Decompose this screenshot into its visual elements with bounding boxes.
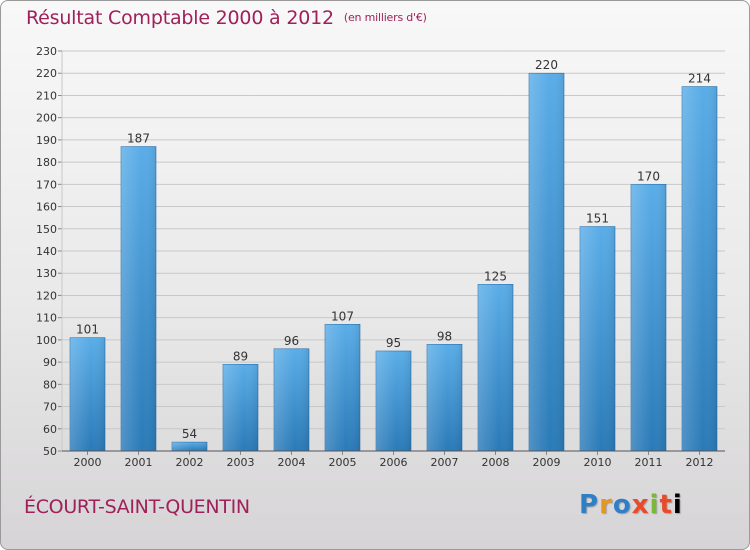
x-tick-label: 2003 [227,456,255,469]
y-tick-label: 190 [36,134,57,147]
y-tick-label: 120 [36,289,57,302]
y-tick-label: 50 [43,445,57,458]
bar-shine [172,442,207,451]
value-label: 89 [233,349,248,363]
chart-title: Résultat Comptable 2000 à 2012 (en millie… [26,7,427,29]
value-label: 96 [284,334,299,348]
x-axis-ticks: 2000 2001 2002 2003 2004 2005 2006 2007 2008 2009… [74,451,714,469]
value-labels: 101 187 54 89 96 107 95 98 125 220 151 170 214 [76,58,711,441]
value-label: 214 [688,72,711,86]
y-tick-label: 160 [36,201,57,214]
y-tick-label: 170 [36,178,57,191]
value-label: 95 [386,336,401,350]
bar-shine [478,284,513,451]
value-label: 98 [437,329,452,343]
bar-shine [121,146,156,452]
bar-shine [325,324,360,451]
y-tick-label: 210 [36,89,57,102]
x-tick-label: 2006 [380,456,408,469]
x-tick-label: 2008 [482,456,510,469]
x-tick-label: 2001 [125,456,153,469]
x-tick-label: 2005 [329,456,357,469]
bar-shine [529,73,564,451]
x-tick-label: 2009 [533,456,561,469]
value-label: 101 [76,323,99,337]
x-tick-label: 2011 [635,456,663,469]
y-axis-ticks: 50 60 70 80 90 100 110 120 130 140 150 160 170 180 190… [36,45,63,458]
x-tick-label: 2000 [74,456,102,469]
y-tick-label: 230 [36,45,57,58]
x-tick-label: 2012 [686,456,714,469]
value-label: 125 [484,269,507,283]
bar-shine [580,226,615,451]
x-tick-label: 2007 [431,456,459,469]
y-tick-label: 60 [43,423,57,436]
bar-shine [376,351,411,451]
city-name: ÉCOURT-SAINT-QUENTIN [24,496,250,518]
value-label: 54 [182,427,197,441]
y-tick-label: 180 [36,156,57,169]
bar-shine [223,364,258,451]
value-label: 107 [331,309,354,323]
y-tick-label: 200 [36,112,57,125]
y-tick-label: 70 [43,401,57,414]
y-tick-label: 220 [36,67,57,80]
chart-title-text: Résultat Comptable 2000 à 2012 [26,7,334,29]
bar-shine [631,184,666,452]
value-label: 151 [586,212,609,226]
bar-shine [682,86,717,452]
value-label: 187 [127,132,150,146]
bar-shine [427,344,462,451]
bar-shine [70,337,105,451]
y-tick-label: 130 [36,267,57,280]
bars [69,72,718,452]
y-tick-label: 150 [36,223,57,236]
y-tick-label: 100 [36,334,57,347]
value-label: 170 [637,169,660,183]
y-tick-label: 110 [36,312,57,325]
bar-shine [274,348,309,451]
chart-unit: (en milliers d'€) [343,11,427,24]
x-tick-label: 2004 [278,456,306,469]
value-label: 220 [535,58,558,72]
y-tick-label: 90 [43,356,57,369]
x-tick-label: 2010 [584,456,612,469]
y-tick-label: 80 [43,378,57,391]
proxiti-logo: Proxiti [579,490,683,520]
x-tick-label: 2002 [176,456,204,469]
y-tick-label: 140 [36,245,57,258]
